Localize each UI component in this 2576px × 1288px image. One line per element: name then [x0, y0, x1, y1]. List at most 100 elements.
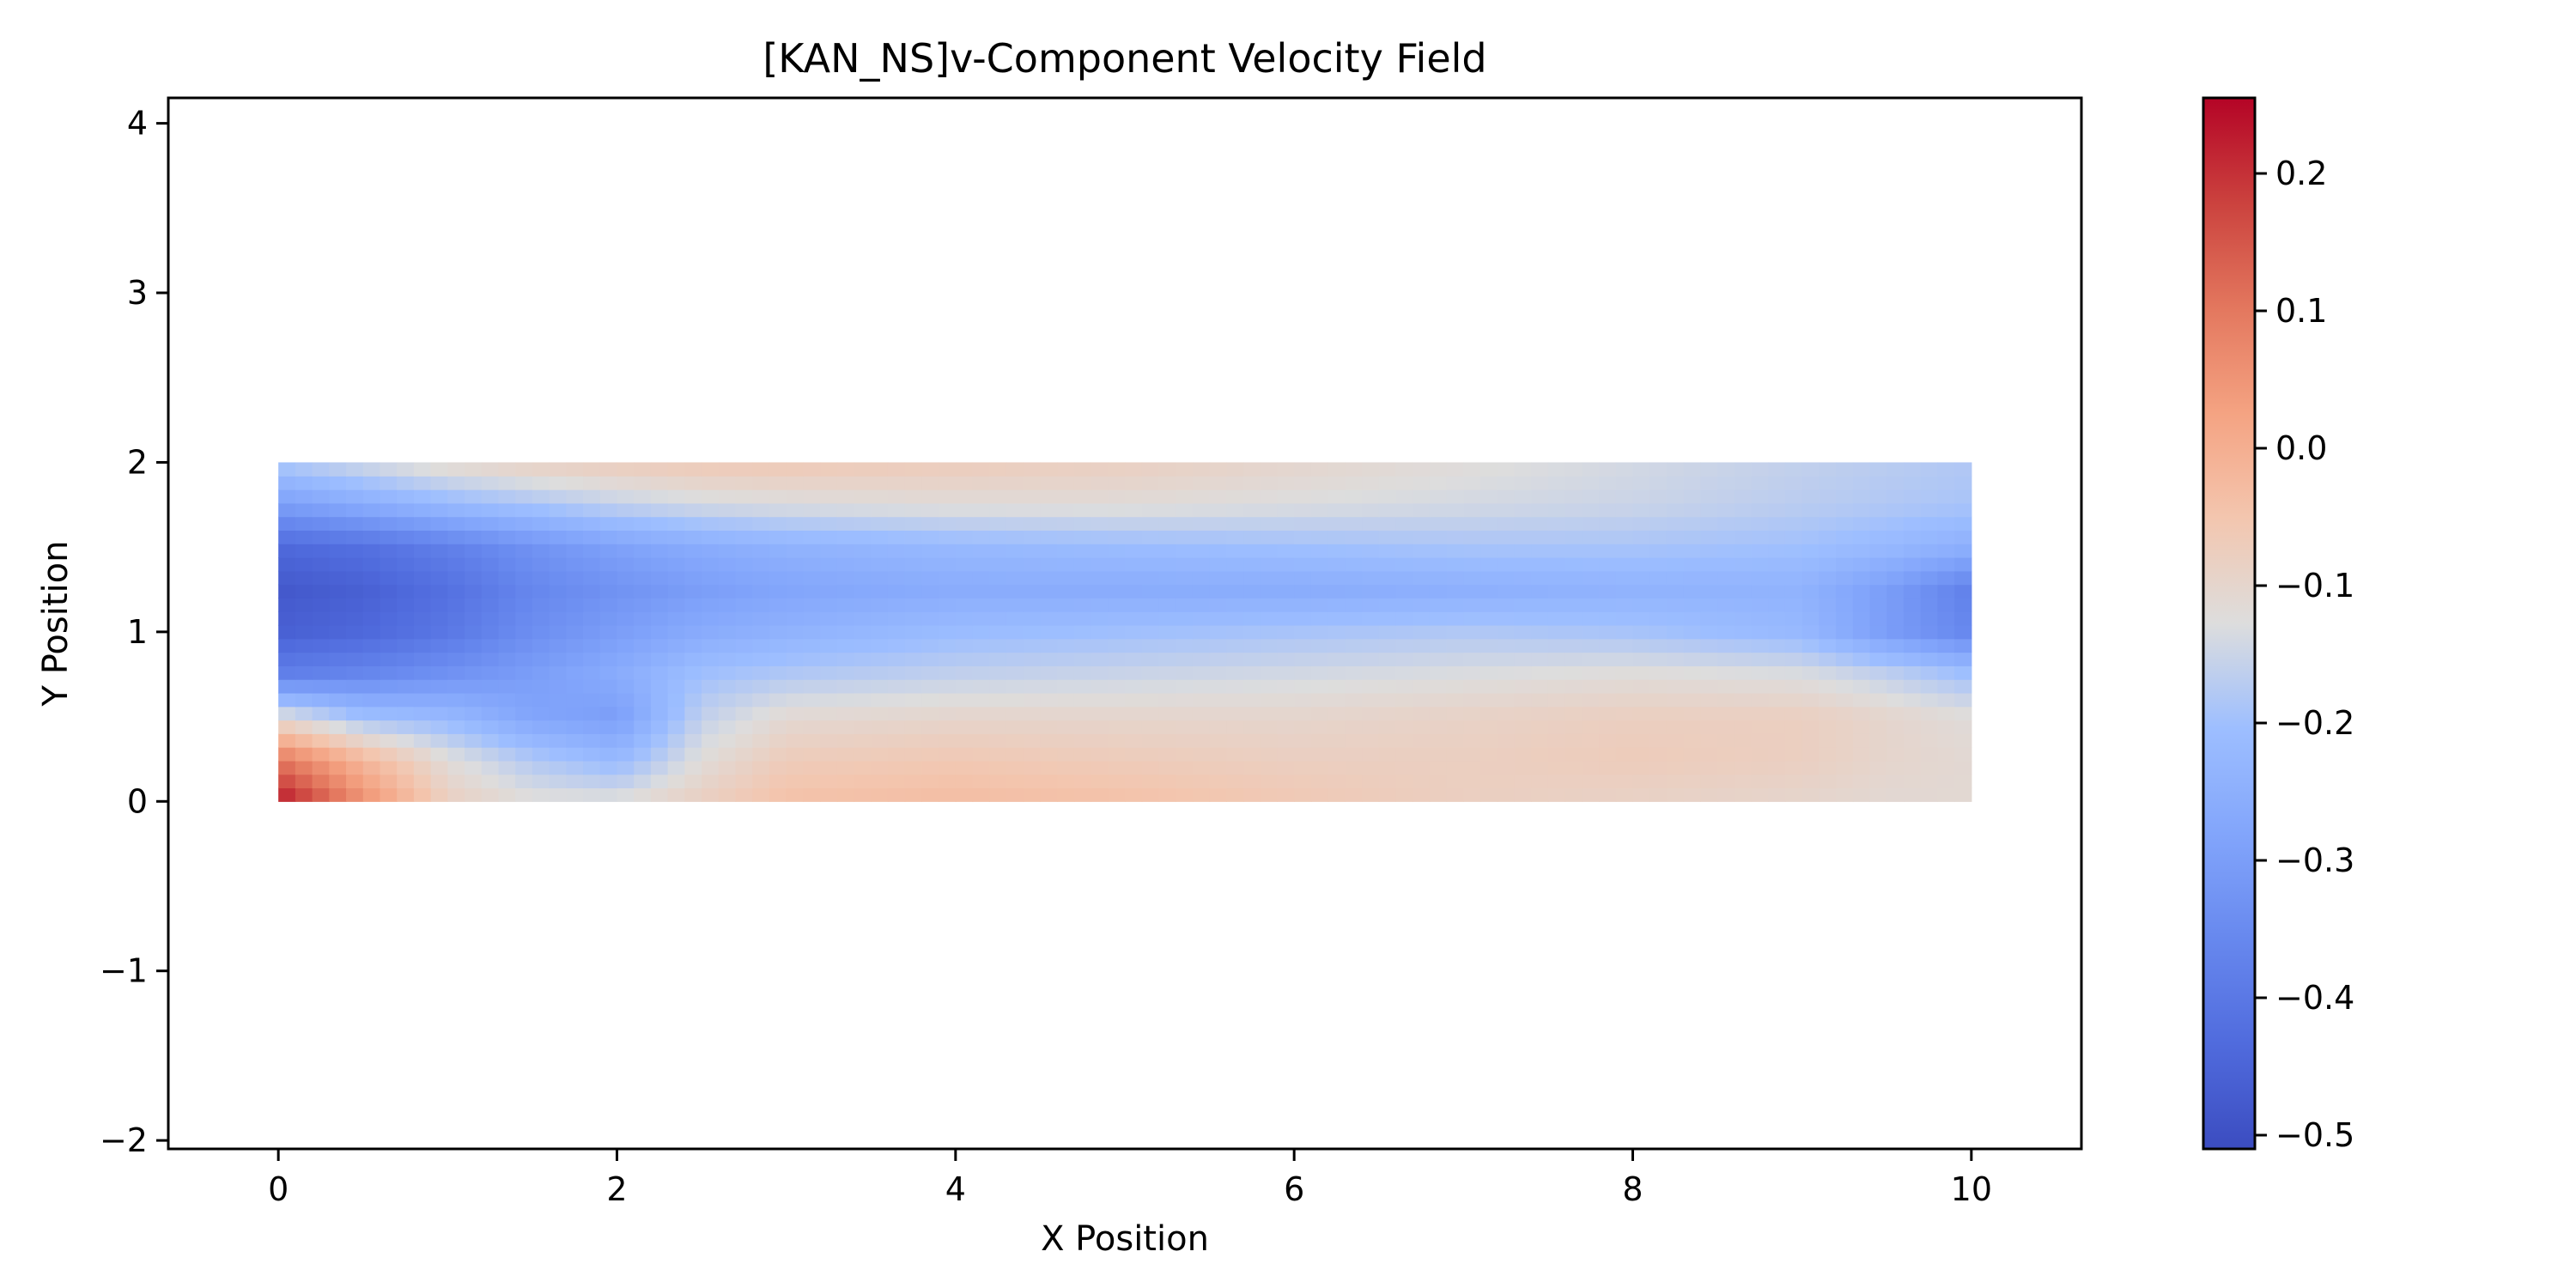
heatmap-cell — [1209, 516, 1227, 532]
heatmap-cell — [1141, 747, 1160, 762]
heatmap-cell — [1260, 787, 1279, 802]
heatmap-cell — [1429, 720, 1448, 734]
heatmap-cell — [362, 516, 381, 532]
heatmap-cell — [1564, 679, 1583, 694]
heatmap-cell — [1954, 584, 1972, 598]
heatmap-cell — [1784, 516, 1803, 532]
heatmap-cell — [1819, 652, 1837, 666]
heatmap-cell — [1057, 584, 1075, 598]
heatmap-cell — [362, 570, 381, 586]
heatmap-cell — [769, 502, 787, 518]
heatmap-cell — [702, 774, 720, 789]
heatmap-cell — [566, 489, 584, 504]
heatmap-cell — [549, 611, 567, 626]
heatmap-cell — [515, 598, 533, 612]
heatmap-cell — [1125, 720, 1143, 734]
heatmap-cell — [1852, 598, 1871, 612]
heatmap-cell — [1734, 611, 1753, 626]
heatmap-cell — [718, 557, 737, 572]
heatmap-cell — [1057, 624, 1075, 640]
heatmap-cell — [1429, 747, 1448, 762]
heatmap-cell — [1666, 692, 1685, 708]
heatmap-cell — [1073, 652, 1092, 666]
heatmap-cell — [820, 611, 838, 626]
heatmap-cell — [1954, 787, 1972, 802]
heatmap-cell — [921, 544, 939, 558]
heatmap-cell — [312, 774, 330, 789]
heatmap-cell — [1480, 638, 1498, 653]
heatmap-cell — [329, 557, 347, 572]
heatmap-cell — [413, 652, 432, 666]
heatmap-cell — [1429, 624, 1448, 640]
heatmap-cell — [702, 733, 720, 748]
heatmap-cell — [1649, 720, 1668, 734]
heatmap-cell — [1717, 679, 1735, 694]
heatmap-cell — [312, 530, 330, 544]
heatmap-cell — [634, 665, 652, 680]
heatmap-cell — [1666, 598, 1685, 612]
heatmap-cell — [1310, 598, 1329, 612]
heatmap-cell — [1564, 462, 1583, 477]
heatmap-cell — [1480, 598, 1498, 612]
heatmap-cell — [1547, 665, 1566, 680]
heatmap-cell — [515, 624, 533, 640]
heatmap-cell — [1497, 584, 1516, 598]
heatmap-cell — [1937, 720, 1955, 734]
heatmap-cell — [413, 516, 432, 532]
heatmap-cell — [1869, 774, 1887, 789]
heatmap-cell — [1564, 489, 1583, 504]
heatmap-cell — [1073, 489, 1092, 504]
heatmap-cell — [1243, 760, 1261, 775]
heatmap-cell — [1141, 476, 1160, 490]
heatmap-cell — [1751, 476, 1769, 490]
y-tick-label: −2 — [100, 1121, 148, 1159]
heatmap-cell — [1108, 774, 1126, 789]
heatmap-cell — [786, 584, 804, 598]
heatmap-cell — [1378, 584, 1397, 598]
heatmap-cell — [1446, 706, 1464, 721]
heatmap-cell — [1547, 652, 1566, 666]
heatmap-cell — [1209, 774, 1227, 789]
heatmap-cell — [634, 462, 652, 477]
heatmap-cell — [1700, 733, 1718, 748]
heatmap-cell — [362, 652, 381, 666]
heatmap-cell — [1683, 557, 1701, 572]
heatmap-cell — [430, 584, 448, 598]
heatmap-cell — [1903, 502, 1922, 518]
heatmap-cell — [1497, 570, 1516, 586]
heatmap-cell — [1903, 611, 1922, 626]
heatmap-cell — [921, 692, 939, 708]
heatmap-cell — [617, 774, 635, 789]
heatmap-cell — [599, 530, 618, 544]
heatmap-cell — [1395, 774, 1413, 789]
heatmap-cell — [1801, 720, 1820, 734]
heatmap-cell — [769, 544, 787, 558]
heatmap-cell — [854, 570, 872, 586]
heatmap-cell — [1649, 624, 1668, 640]
heatmap-cell — [1582, 611, 1600, 626]
heatmap-cell — [904, 489, 922, 504]
heatmap-cell — [1869, 598, 1887, 612]
heatmap-cell — [1836, 462, 1854, 477]
heatmap-cell — [583, 516, 601, 532]
heatmap-cell — [1023, 557, 1042, 572]
heatmap-cell — [312, 516, 330, 532]
heatmap-cell — [1446, 638, 1464, 653]
heatmap-cell — [447, 665, 465, 680]
heatmap-cell — [1040, 502, 1058, 518]
heatmap-cell — [989, 692, 1007, 708]
heatmap-cell — [752, 502, 770, 518]
heatmap-cell — [481, 720, 500, 734]
heatmap-cell — [413, 598, 432, 612]
heatmap-cell — [1819, 557, 1837, 572]
heatmap-cell — [1073, 502, 1092, 518]
heatmap-cell — [820, 516, 838, 532]
heatmap-cell — [1091, 489, 1109, 504]
heatmap-cell — [1819, 570, 1837, 586]
heatmap-cell — [1632, 611, 1650, 626]
heatmap-cell — [1768, 598, 1786, 612]
heatmap-cell — [989, 706, 1007, 721]
heatmap-cell — [1141, 652, 1160, 666]
heatmap-cell — [1886, 516, 1905, 532]
heatmap-cell — [1073, 733, 1092, 748]
